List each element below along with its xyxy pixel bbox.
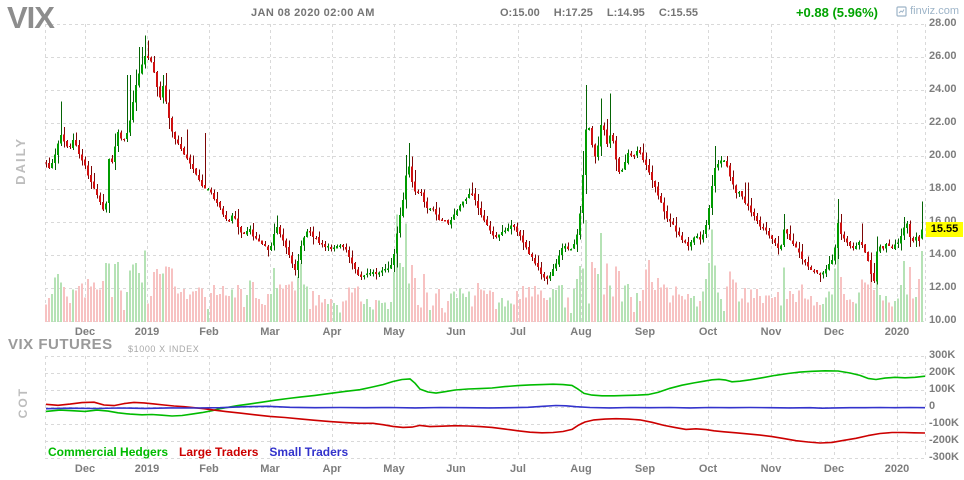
price-x-label: Mar — [260, 326, 280, 338]
cot-y-label: -200K — [929, 434, 959, 446]
cot-y-label: 100K — [929, 383, 956, 395]
price-y-label: 14.00 — [929, 248, 957, 260]
price-y-label: 18.00 — [929, 182, 957, 194]
chart-datetime: JAN 08 2020 02:00 AM — [251, 7, 375, 19]
high-value: H:17.25 — [553, 7, 593, 19]
price-y-label: 28.00 — [929, 17, 957, 29]
price-x-label: May — [383, 326, 405, 338]
cot-x-label: Jul — [510, 463, 526, 475]
finviz-logo-icon — [896, 5, 907, 17]
cot-y-label: -100K — [929, 417, 959, 429]
cot-y-label: -300K — [929, 451, 959, 463]
price-x-label: Dec — [823, 326, 845, 338]
price-x-label: Dec — [74, 326, 96, 338]
price-y-label: 20.00 — [929, 149, 957, 161]
cot-y-label: 200K — [929, 366, 956, 378]
price-x-label: Aug — [570, 326, 592, 338]
finviz-logo[interactable]: finviz.com — [896, 5, 959, 17]
legend-small-traders: Small Traders — [269, 445, 349, 459]
price-x-label: 2020 — [884, 326, 910, 338]
open-value: O:15.00 — [500, 7, 540, 19]
cot-x-label: Dec — [823, 463, 845, 475]
cot-x-label: Aug — [570, 463, 592, 475]
close-value: C:15.55 — [658, 7, 698, 19]
cot-x-label: Jun — [446, 463, 466, 475]
price-x-label: Feb — [199, 326, 219, 338]
cot-x-label: Apr — [322, 463, 342, 475]
cot-x-label: 2019 — [134, 463, 160, 475]
price-x-label: Oct — [698, 326, 718, 338]
price-x-label: 2019 — [134, 326, 160, 338]
cot-legend: Commercial Hedgers Large Traders Small T… — [48, 445, 348, 459]
cot-x-label: Feb — [199, 463, 219, 475]
price-y-label: 22.00 — [929, 116, 957, 128]
finviz-link[interactable]: finviz.com — [910, 5, 959, 17]
legend-large-traders: Large Traders — [179, 445, 259, 459]
price-x-label: Apr — [322, 326, 342, 338]
cot-x-label: Oct — [698, 463, 718, 475]
price-x-label: Sep — [634, 326, 656, 338]
ohlc-readout: O:15.00 H:17.25 L:14.95 C:15.55 — [500, 7, 698, 19]
daily-timeframe-label: DAILY — [13, 137, 28, 185]
price-x-label: Jun — [446, 326, 466, 338]
cot-y-label: 300K — [929, 349, 956, 361]
price-y-label: 10.00 — [929, 314, 957, 326]
cot-line-large-traders — [45, 401, 926, 444]
low-value: L:14.95 — [606, 7, 645, 19]
price-y-label: 24.00 — [929, 83, 957, 95]
cot-x-label: Dec — [74, 463, 96, 475]
cot-line-small-traders — [45, 404, 926, 410]
cot-x-label: 2020 — [884, 463, 910, 475]
futures-contract-spec: $1000 X INDEX — [128, 344, 200, 354]
last-price-badge: 15.55 — [926, 222, 963, 237]
cot-x-label: May — [383, 463, 405, 475]
cot-axis-label: COT — [16, 387, 30, 419]
cot-x-label: Sep — [634, 463, 656, 475]
futures-chart-title: VIX FUTURES — [8, 336, 113, 353]
price-x-label: Nov — [760, 326, 782, 338]
price-y-label: 26.00 — [929, 50, 957, 62]
cot-y-label: 0 — [929, 400, 936, 412]
cot-x-label: Nov — [760, 463, 782, 475]
cot-line-commercial-hedgers — [45, 369, 926, 417]
price-x-label: Jul — [510, 326, 526, 338]
symbol-title: VIX — [7, 0, 55, 35]
cot-x-label: Mar — [260, 463, 280, 475]
legend-commercial-hedgers: Commercial Hedgers — [48, 445, 169, 459]
price-change: +0.88 (5.96%) — [795, 5, 878, 20]
price-y-label: 12.00 — [929, 281, 957, 293]
